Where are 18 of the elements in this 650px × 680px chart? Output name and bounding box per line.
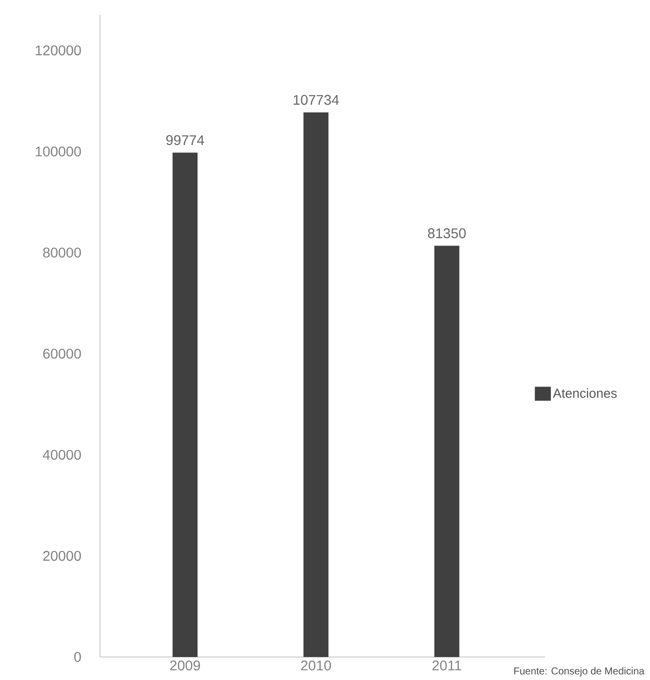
y-tick-label: 120000: [36, 45, 81, 56]
bar: [303, 112, 328, 657]
y-tick-label: 60000: [43, 348, 81, 359]
x-tick-label: 2011: [432, 660, 462, 670]
bar: [434, 246, 460, 657]
x-tick-label: 2010: [301, 660, 331, 670]
legend-label: Atenciones: [552, 388, 617, 398]
y-tick-label: 80000: [43, 248, 81, 258]
data-label: 81350: [428, 228, 466, 238]
y-tick-label: 100000: [36, 146, 81, 156]
source-note: Fuente: Consejo de Medicina: [514, 667, 644, 676]
data-label: 99774: [166, 135, 204, 146]
y-tick-label: 0: [74, 652, 81, 662]
y-tick-label: 20000: [43, 550, 81, 561]
x-tick-label: 2009: [170, 660, 200, 670]
data-label: 107734: [294, 94, 339, 105]
y-tick-label: 40000: [42, 450, 81, 460]
bar: [172, 152, 198, 657]
